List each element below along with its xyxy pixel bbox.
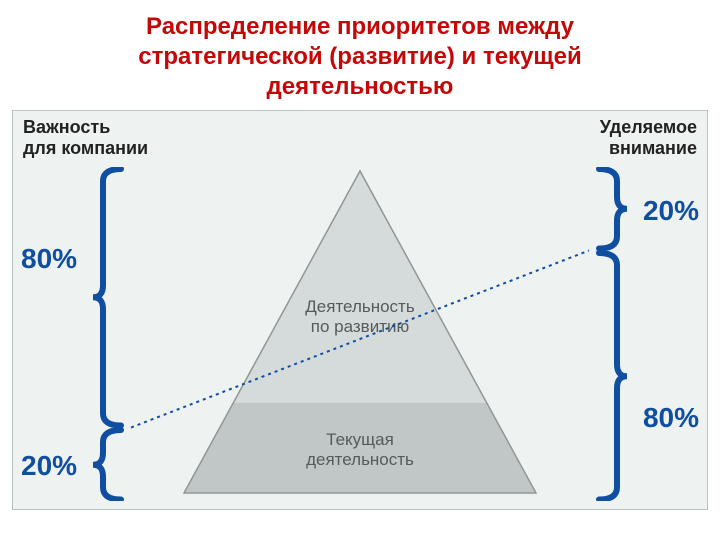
right-top-percent: 20%	[643, 195, 699, 227]
priority-triangle: Деятельностьпо развитию Текущаядеятельно…	[180, 167, 540, 497]
left-bottom-percent: 20%	[21, 450, 77, 482]
right-bottom-percent: 80%	[643, 402, 699, 434]
triangle-lower-label: Текущаядеятельность	[270, 430, 450, 471]
left-axis-label: Важностьдля компании	[23, 117, 148, 158]
right-top-brace	[589, 167, 629, 251]
page-title: Распределение приоритетов между стратеги…	[0, 0, 720, 110]
left-top-brace	[91, 167, 131, 428]
priority-diagram: Важностьдля компании Уделяемоевнимание 8…	[12, 110, 708, 510]
right-bottom-brace	[589, 251, 629, 502]
right-axis-label: Уделяемоевнимание	[600, 117, 697, 158]
triangle-upper-label: Деятельностьпо развитию	[270, 297, 450, 338]
left-top-percent: 80%	[21, 243, 77, 275]
left-bottom-brace	[91, 428, 131, 501]
